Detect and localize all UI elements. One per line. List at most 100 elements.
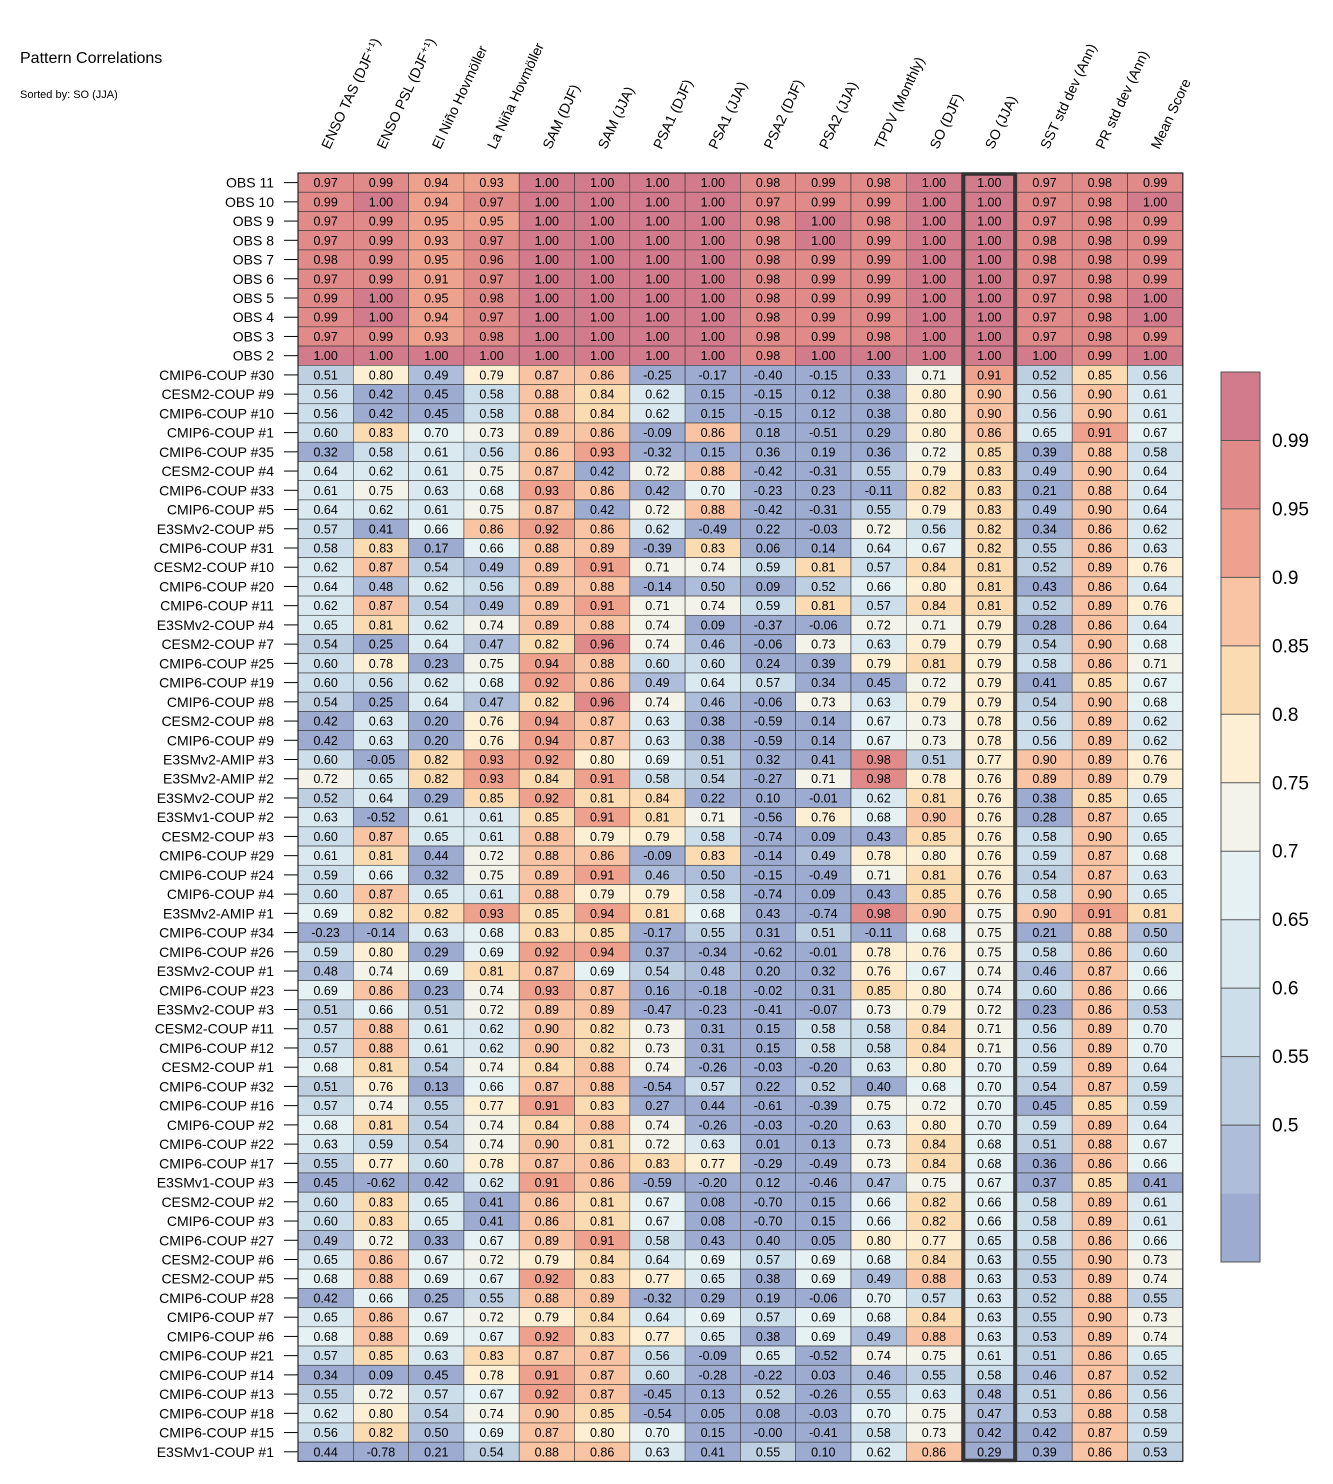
cell-value: 0.76 [922, 945, 946, 959]
cell-value: 0.68 [1143, 695, 1167, 709]
row-label: CESM2-COUP #8 [161, 713, 274, 729]
cell-value: 0.25 [369, 695, 393, 709]
cell-value: -0.00 [754, 1426, 783, 1440]
column-label: TPDV (Monthly) [871, 54, 928, 151]
cell-value: 0.76 [977, 772, 1001, 786]
colorbar-segment [1221, 1056, 1260, 1126]
cell-value: 0.65 [1032, 426, 1056, 440]
cell-value: 0.86 [479, 522, 503, 536]
cell-value: 0.44 [424, 849, 448, 863]
cell-value: 0.88 [1088, 484, 1112, 498]
cell-value: 0.99 [811, 253, 835, 267]
cell-value: 0.61 [977, 1349, 1001, 1363]
cell-value: -0.01 [809, 791, 838, 805]
cell-value: 0.98 [866, 772, 890, 786]
cell-value: 0.69 [313, 907, 337, 921]
cell-value: 0.70 [1143, 1022, 1167, 1036]
cell-value: 0.49 [479, 599, 503, 613]
cell-value: 1.00 [590, 330, 614, 344]
cell-value: 0.62 [479, 1022, 503, 1036]
cell-value: 1.00 [645, 176, 669, 190]
cell-value: 0.94 [535, 715, 559, 729]
cell-value: 0.52 [313, 791, 337, 805]
row-label: OBS 6 [233, 271, 274, 287]
cell-value: 0.79 [977, 695, 1001, 709]
cell-value: 0.84 [922, 599, 946, 613]
cell-value: 0.99 [1143, 330, 1167, 344]
cell-value: 0.63 [313, 1138, 337, 1152]
cell-value: 0.74 [369, 1099, 393, 1113]
cell-value: 0.61 [1143, 407, 1167, 421]
cell-value: 0.88 [590, 580, 614, 594]
row-label: E3SMv1-COUP #1 [157, 1444, 274, 1460]
cell-value: 0.76 [811, 811, 835, 825]
cell-value: 0.58 [645, 772, 669, 786]
cell-value: 0.71 [1143, 657, 1167, 671]
cell-value: 0.49 [866, 1272, 890, 1286]
cell-value: 0.67 [866, 715, 890, 729]
cell-value: 0.81 [811, 561, 835, 575]
cell-value: 0.17 [424, 541, 448, 555]
cell-value: 1.00 [1143, 349, 1167, 363]
column-label: PR std dev (Ann) [1092, 48, 1152, 151]
cell-value: 0.92 [535, 1388, 559, 1402]
cell-value: 0.52 [756, 1388, 780, 1402]
cell-value: 0.98 [756, 234, 780, 248]
cell-value: 0.58 [1032, 1215, 1056, 1229]
cell-value: 0.84 [590, 1253, 614, 1267]
cell-value: 0.91 [590, 561, 614, 575]
cell-value: 0.53 [1032, 1407, 1056, 1421]
cell-value: 0.65 [1143, 888, 1167, 902]
cell-value: 0.80 [590, 753, 614, 767]
cell-value: 0.51 [313, 1003, 337, 1017]
cell-value: 0.93 [535, 484, 559, 498]
cell-value: 0.62 [645, 407, 669, 421]
cell-value: 0.92 [535, 791, 559, 805]
cell-value: 0.56 [479, 580, 503, 594]
cell-value: 0.21 [1032, 926, 1056, 940]
cell-value: 0.72 [866, 522, 890, 536]
cell-value: 0.86 [1088, 1388, 1112, 1402]
cell-value: -0.52 [367, 811, 396, 825]
cell-value: 0.68 [977, 1138, 1001, 1152]
cell-value: -0.78 [367, 1445, 396, 1459]
cell-value: -0.32 [643, 445, 672, 459]
column-label: SST std dev (Ann) [1037, 41, 1100, 151]
cell-value: 0.27 [645, 1099, 669, 1113]
cell-value: 0.81 [922, 868, 946, 882]
cell-value: 0.98 [866, 176, 890, 190]
cell-value: 0.60 [313, 426, 337, 440]
cell-value: 0.90 [922, 811, 946, 825]
cell-value: 1.00 [811, 234, 835, 248]
cell-value: 0.79 [645, 830, 669, 844]
cell-value: 0.89 [535, 868, 559, 882]
cell-value: 0.90 [535, 1138, 559, 1152]
cell-value: 1.00 [977, 330, 1001, 344]
cell-value: 0.67 [479, 1330, 503, 1344]
cell-value: 0.91 [590, 772, 614, 786]
cell-value: 0.99 [1143, 215, 1167, 229]
cell-value: 0.42 [313, 1291, 337, 1305]
cell-value: 0.88 [701, 465, 725, 479]
cell-value: 0.90 [1088, 695, 1112, 709]
cell-value: 0.92 [535, 945, 559, 959]
cell-value: 0.65 [756, 1349, 780, 1363]
cell-value: 0.62 [1143, 734, 1167, 748]
cell-value: 0.88 [922, 1330, 946, 1344]
cell-value: 0.86 [1088, 657, 1112, 671]
cell-value: 0.82 [922, 484, 946, 498]
column-label: PSA2 (JJA) [816, 79, 861, 151]
cell-value: 0.82 [535, 638, 559, 652]
cell-value: 0.67 [645, 1195, 669, 1209]
cell-value: 1.00 [701, 311, 725, 325]
cell-value: -0.14 [367, 926, 396, 940]
cell-value: 0.77 [479, 1099, 503, 1113]
cell-value: 0.50 [424, 1426, 448, 1440]
cell-value: 0.72 [866, 618, 890, 632]
cell-value: 0.67 [424, 1311, 448, 1325]
cell-value: 0.88 [701, 503, 725, 517]
cell-value: 0.70 [424, 426, 448, 440]
cell-value: 0.72 [922, 676, 946, 690]
cell-value: 0.56 [1143, 368, 1167, 382]
cell-value: -0.39 [643, 541, 672, 555]
